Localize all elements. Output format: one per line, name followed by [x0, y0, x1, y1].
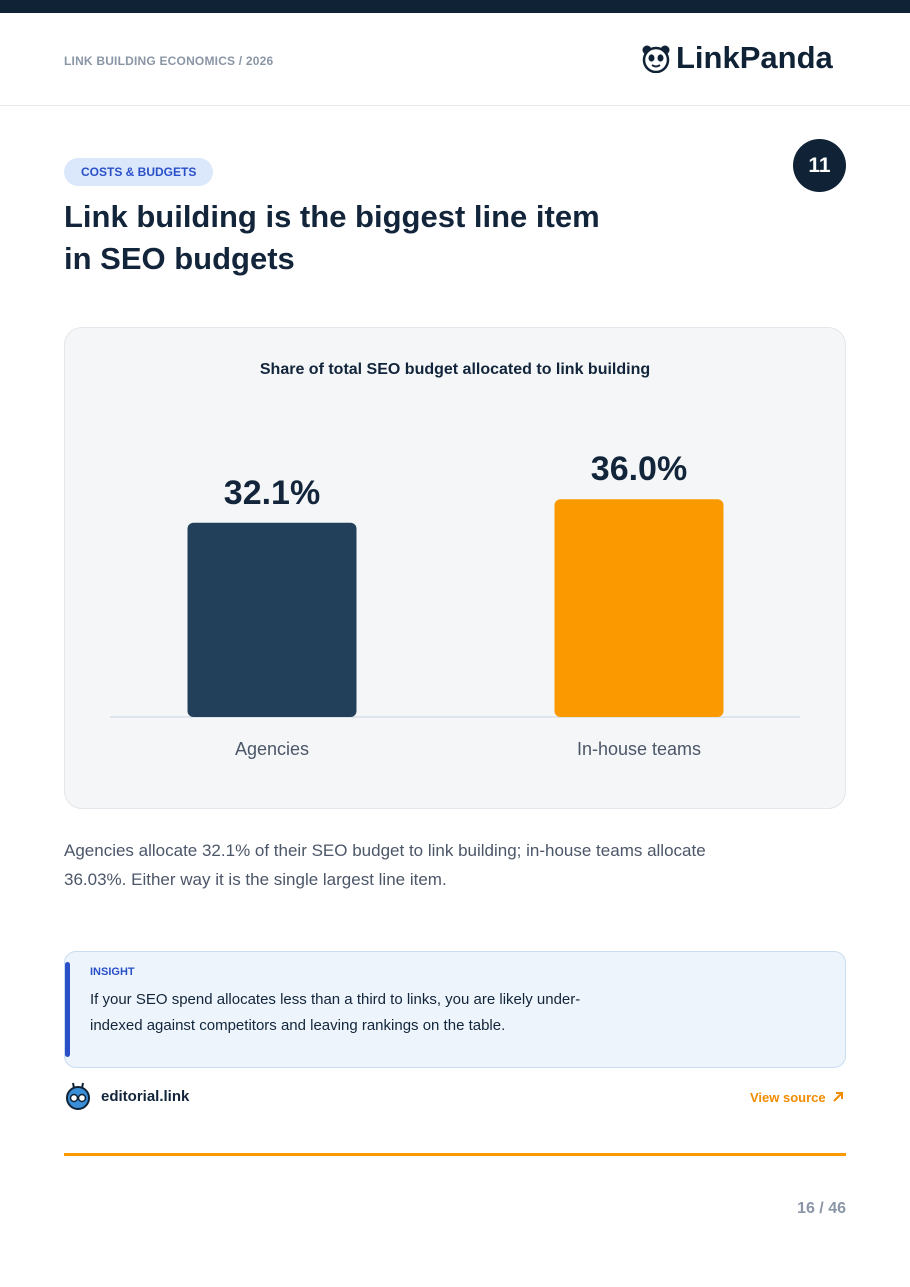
insight-text: If your SEO spend allocates less than a … [90, 991, 581, 1034]
top-bar [0, 0, 910, 13]
insight-accent [65, 962, 70, 1057]
value-label: 32.1% [224, 474, 320, 512]
chart-card: Share of total SEO budget allocated to l… [64, 327, 846, 809]
category-label: Agencies [235, 739, 309, 759]
tag: COSTS & BUDGETS [64, 158, 214, 186]
divider [64, 1153, 846, 1156]
chart-title: Share of total SEO budget allocated to l… [260, 361, 650, 378]
source-icon [66, 1082, 90, 1110]
brand: LinkPanda [676, 40, 833, 75]
header [0, 13, 910, 106]
bar [554, 499, 724, 717]
kicker: LINK BUILDING ECONOMICS / 2026 [64, 54, 274, 68]
insight-box: INSIGHT If your SEO spend allocates less… [64, 951, 846, 1068]
chart: Share of total SEO budget allocated to l… [110, 361, 800, 759]
view-source-link[interactable]: View source [750, 1090, 844, 1105]
logo-icon [642, 45, 670, 73]
title-line: Link building is the biggest line item [64, 199, 600, 234]
source-name: editorial.link [101, 1088, 190, 1105]
category-label: In-house teams [577, 739, 701, 759]
value-label: 36.0% [591, 450, 687, 488]
title-line: in SEO budgets [64, 241, 295, 276]
bar [187, 522, 357, 717]
title: Link building is the biggest line item i… [64, 196, 600, 280]
section-number: 11 [793, 139, 846, 192]
insight-label: INSIGHT [90, 966, 135, 978]
arrow-icon [833, 1092, 844, 1102]
description: Agencies allocate 32.1% of their SEO bud… [64, 841, 706, 889]
page-number: 16 / 46 [797, 1200, 846, 1217]
view-source-text[interactable]: View source [750, 1090, 826, 1105]
